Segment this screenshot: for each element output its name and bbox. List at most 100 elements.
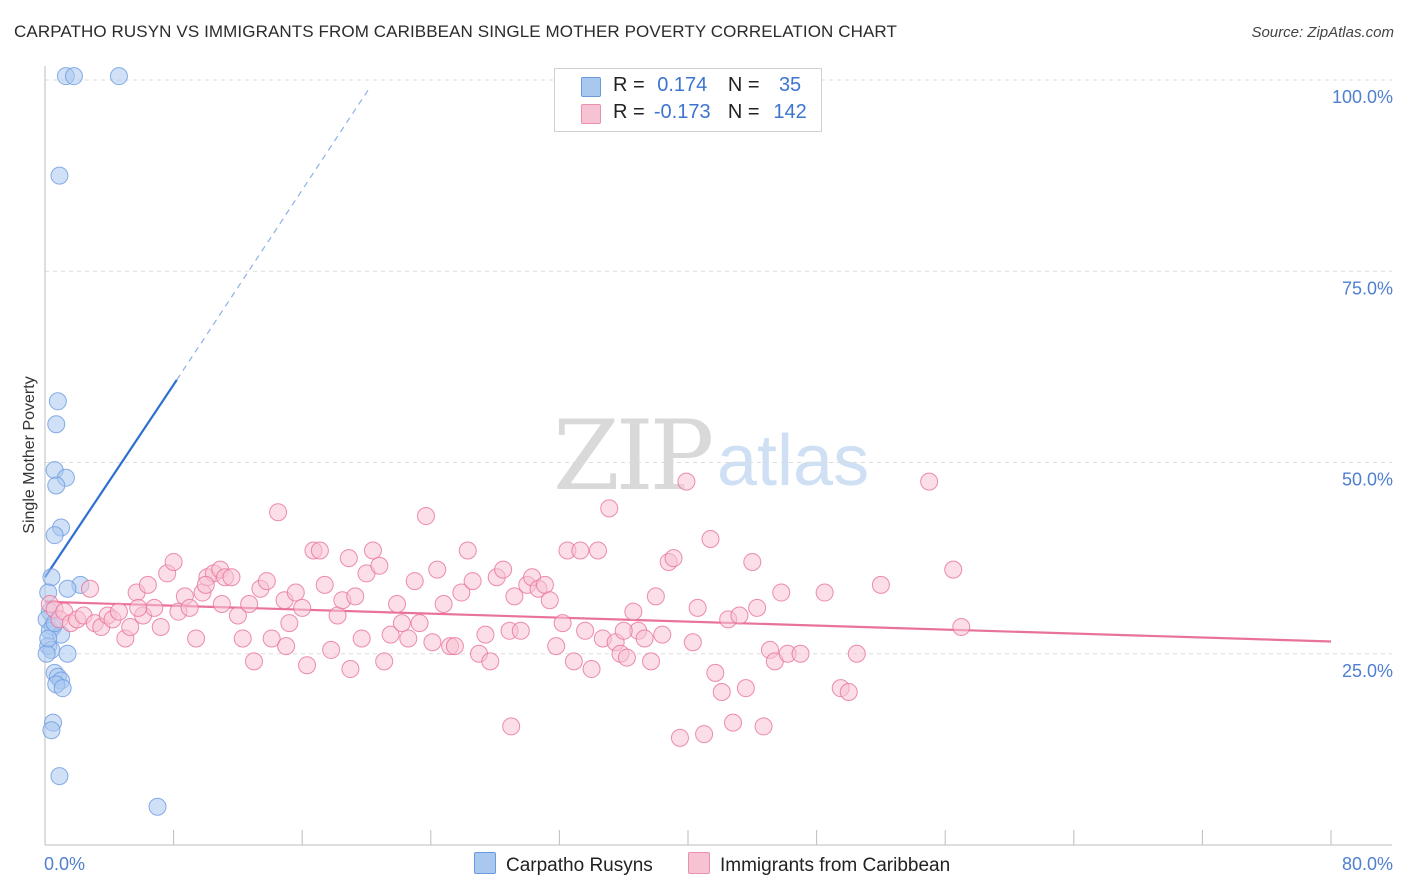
point-caribbean <box>244 652 263 671</box>
x-tick-label: 80.0% <box>1342 854 1393 874</box>
point-caribbean <box>370 556 389 575</box>
point-caribbean <box>511 621 530 640</box>
legend-n-value: 142 <box>773 101 807 123</box>
trend-lines <box>44 87 1332 643</box>
point-carpatho-rusyns <box>148 797 167 816</box>
tick-labels: 25.0% 50.0% 75.0% 100.0% 0.0% 80.0% <box>44 87 1393 874</box>
point-caribbean <box>664 549 683 568</box>
legend-r-label: R = <box>613 101 645 123</box>
point-caribbean <box>553 614 572 633</box>
legend-r-value: 0.174 <box>657 74 708 96</box>
point-carpatho-rusyns <box>45 526 64 545</box>
point-caribbean <box>920 472 939 491</box>
point-caribbean <box>363 541 382 560</box>
point-caribbean <box>298 656 317 675</box>
legend-r-value: -0.173 <box>653 101 711 123</box>
bottom-legend-swatch-caribbean <box>688 852 710 874</box>
point-caribbean <box>410 614 429 633</box>
point-caribbean <box>695 725 714 744</box>
point-carpatho-rusyns <box>53 679 72 698</box>
point-caribbean <box>405 572 424 591</box>
bottom-legend-label: Carpatho Rusyns <box>506 855 653 876</box>
point-caribbean <box>233 629 252 648</box>
axes <box>44 66 1392 846</box>
point-carpatho-rusyns <box>58 644 77 663</box>
point-carpatho-rusyns <box>109 67 128 86</box>
point-caribbean <box>228 606 247 625</box>
point-caribbean <box>635 629 654 648</box>
point-caribbean <box>399 629 418 648</box>
point-caribbean <box>736 679 755 698</box>
point-caribbean <box>494 560 513 579</box>
legend-swatch-caribbean <box>581 104 601 124</box>
point-caribbean <box>310 541 329 560</box>
point-caribbean <box>257 572 276 591</box>
point-caribbean <box>502 717 521 736</box>
trend-line-carpatho-rusyns-extension <box>176 87 371 381</box>
legend-swatch-rusyns <box>581 77 601 97</box>
correlation-legend: R = 0.174 N = 35 R = -0.173 N = 142 <box>554 68 822 132</box>
point-caribbean <box>262 629 281 648</box>
bottom-legend-label: Immigrants from Caribbean <box>720 855 951 876</box>
x-tick-label: 0.0% <box>44 854 85 874</box>
point-caribbean <box>286 583 305 602</box>
point-caribbean <box>653 625 672 644</box>
point-caribbean <box>701 530 720 548</box>
point-caribbean <box>346 587 365 606</box>
point-caribbean <box>222 568 241 587</box>
point-caribbean <box>81 579 100 598</box>
point-caribbean <box>452 583 471 602</box>
point-caribbean <box>535 575 554 594</box>
legend-r-label: R = <box>613 74 645 96</box>
y-tick-label: 100.0% <box>1332 87 1393 107</box>
point-caribbean <box>164 552 183 571</box>
point-caribbean <box>617 648 636 667</box>
point-caribbean <box>724 713 743 732</box>
point-caribbean <box>642 652 661 671</box>
point-caribbean <box>706 663 725 682</box>
point-caribbean <box>187 629 206 648</box>
point-caribbean <box>240 595 259 614</box>
point-caribbean <box>109 602 128 621</box>
trend-line-caribbean <box>44 600 1332 643</box>
point-caribbean <box>772 583 791 602</box>
point-caribbean <box>624 602 643 621</box>
watermark-atlas: atlas <box>717 421 870 501</box>
chart-title: CARPATHO RUSYN VS IMMIGRANTS FROM CARIBB… <box>14 22 897 41</box>
point-caribbean <box>688 598 707 617</box>
point-caribbean <box>458 541 477 560</box>
point-caribbean <box>683 633 702 652</box>
point-caribbean <box>576 621 595 640</box>
point-caribbean <box>481 652 500 671</box>
point-caribbean <box>129 598 148 617</box>
point-caribbean <box>434 595 453 614</box>
point-caribbean <box>600 499 619 518</box>
gridlines <box>45 79 1392 655</box>
bottom-legend-caribbean: Immigrants from Caribbean <box>688 852 950 877</box>
y-tick-label: 25.0% <box>1342 661 1393 681</box>
point-caribbean <box>392 614 411 633</box>
bottom-legend-swatch-rusyns <box>474 852 496 874</box>
point-caribbean <box>180 598 199 617</box>
legend-n-value: 35 <box>778 74 802 96</box>
point-carpatho-rusyns <box>42 721 61 740</box>
legend-n-label: N = <box>727 101 760 123</box>
point-caribbean <box>145 598 164 617</box>
point-caribbean <box>614 621 633 640</box>
point-caribbean <box>212 595 231 614</box>
watermark-zip: ZIP <box>553 400 714 512</box>
point-caribbean <box>476 625 495 644</box>
point-caribbean <box>646 587 665 606</box>
point-carpatho-rusyns <box>47 476 66 495</box>
point-caribbean <box>322 640 341 659</box>
point-caribbean <box>540 591 559 610</box>
point-caribbean <box>871 575 890 594</box>
point-caribbean <box>416 507 435 526</box>
bottom-legend-rusyns: Carpatho Rusyns <box>474 852 653 877</box>
trend-line-carpatho-rusyns <box>44 379 178 578</box>
point-carpatho-rusyns <box>48 392 67 411</box>
point-caribbean <box>847 644 866 663</box>
point-caribbean <box>196 575 215 594</box>
point-caribbean <box>328 606 347 625</box>
point-caribbean <box>730 606 749 625</box>
